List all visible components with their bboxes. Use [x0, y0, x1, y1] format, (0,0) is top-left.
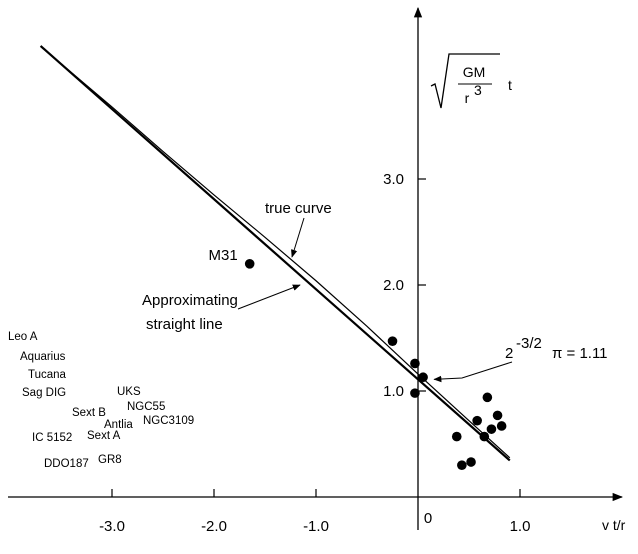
data-point	[472, 415, 482, 426]
straight-line-arrow	[237, 284, 301, 310]
x-tick-label: -1.0	[303, 518, 329, 535]
y-tick-label: 2.0	[383, 277, 404, 294]
y-axis-label: GM r 3 t	[430, 53, 512, 109]
straight-line	[39, 45, 511, 462]
data-point	[451, 431, 462, 442]
galaxy-label: Sext B	[72, 407, 106, 419]
galaxy-label: GR8	[98, 454, 122, 466]
intercept-exponent: -3/2	[516, 335, 542, 352]
galaxy-label: Aquarius	[20, 351, 66, 363]
data-point	[418, 372, 428, 383]
y-label-exponent: 3	[474, 82, 482, 98]
y-label-denominator: r	[465, 90, 470, 106]
data-points	[244, 259, 507, 471]
galaxy-label: Sext A	[87, 430, 121, 442]
galaxy-label: NGC3109	[143, 415, 194, 427]
galaxy-label: IC 5152	[32, 432, 72, 444]
annotations: M31 true curve Approximating straight line 2…	[142, 200, 608, 383]
data-point	[387, 336, 398, 346]
galaxy-label: Leo A	[8, 331, 38, 343]
intercept-base: 2	[505, 345, 513, 362]
galaxy-name-list: Leo A Aquarius Tucana Sag DIG UKS NGC55 Sext B…	[8, 331, 194, 470]
data-point	[492, 410, 503, 421]
straight-line-label-2: straight line	[146, 316, 223, 333]
intercept-value: π = 1.11	[552, 345, 608, 362]
galaxy-label: Tucana	[28, 369, 67, 381]
data-point	[466, 457, 476, 467]
galaxy-label: NGC55	[127, 401, 165, 413]
galaxy-label: Sag DIG	[22, 387, 66, 399]
galaxy-label: DDO187	[44, 458, 89, 470]
galaxy-label: Antlia	[104, 419, 133, 431]
true-curve-arrow	[291, 217, 305, 258]
x-tick-label: -2.0	[201, 518, 227, 535]
straight-line-label-1: Approximating	[142, 292, 238, 309]
y-label-numerator: GM	[463, 64, 486, 80]
data-point	[482, 392, 493, 403]
intercept-arrow	[433, 361, 513, 383]
data-point	[244, 259, 255, 269]
data-point	[479, 431, 490, 442]
x-tick-label: 0	[424, 510, 432, 527]
x-tick-label: 1.0	[510, 518, 531, 535]
x-tick-label: -3.0	[99, 518, 125, 535]
true-curve-line	[40, 46, 511, 459]
true-curve-label: true curve	[265, 200, 332, 217]
x-axis-label: v t/r	[602, 517, 626, 533]
data-point	[410, 388, 420, 398]
sqrt-symbol	[430, 53, 500, 109]
data-point	[496, 421, 507, 431]
y-tick-label: 1.0	[383, 383, 404, 400]
y-label-suffix: t	[508, 77, 512, 93]
point-label: M31	[209, 247, 238, 264]
axes: -3.0 -2.0 -1.0 0 1.0 1.0 2.0 3.0 v t/r GM r 3 t	[8, 6, 626, 535]
data-point	[410, 358, 420, 369]
curves	[39, 45, 511, 462]
data-point	[486, 424, 497, 434]
galaxy-label: UKS	[117, 386, 141, 398]
y-tick-label: 3.0	[383, 171, 404, 188]
data-point	[457, 460, 467, 471]
